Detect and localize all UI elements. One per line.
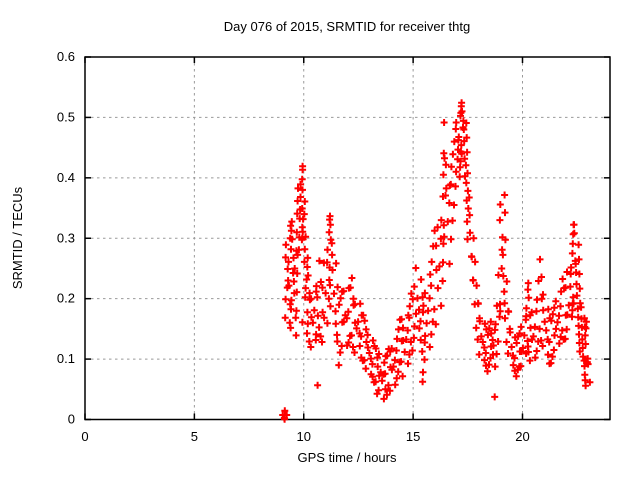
y-tick-label: 0.4 [57, 170, 75, 185]
tick-labels-layer: 0 5 10 15 20 0 0.1 0.2 0.3 0.4 0.5 0.6 [57, 49, 530, 444]
y-tick-label: 0.1 [57, 351, 75, 366]
data-points [279, 99, 594, 423]
x-tick-label: 15 [406, 429, 420, 444]
x-tick-label: 10 [297, 429, 311, 444]
y-tick-label: 0.2 [57, 291, 75, 306]
y-tick-label: 0.3 [57, 230, 75, 245]
x-tick-label: 5 [191, 429, 198, 444]
chart-title: Day 076 of 2015, SRMTID for receiver tht… [224, 19, 470, 34]
grid-layer [85, 57, 610, 420]
y-axis-label: SRMTID / TECUs [10, 186, 25, 289]
x-axis-label: GPS time / hours [298, 450, 397, 465]
data-layer [279, 99, 594, 423]
y-tick-label: 0.6 [57, 49, 75, 64]
y-tick-label: 0.5 [57, 109, 75, 124]
x-tick-label: 20 [515, 429, 529, 444]
y-tick-label: 0 [68, 412, 75, 427]
x-tick-label: 0 [81, 429, 88, 444]
axes-layer [84, 56, 611, 421]
